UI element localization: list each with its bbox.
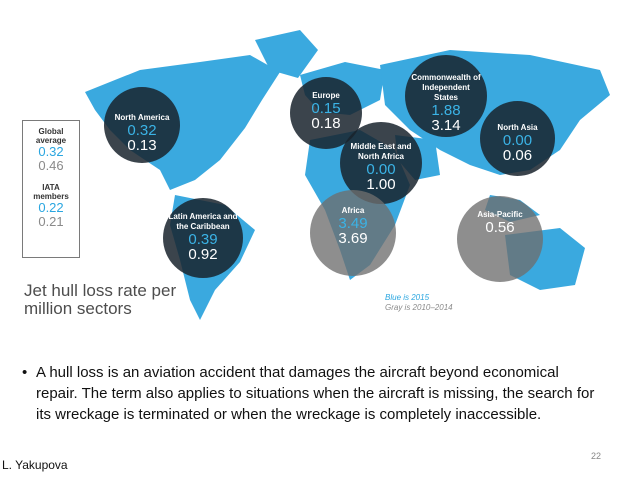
region-name: Latin America and the Caribbean bbox=[168, 212, 238, 231]
region-name: North America bbox=[114, 113, 170, 122]
region-value-2015: 0.39 bbox=[188, 231, 218, 248]
region-name: Middle East and North Africa bbox=[350, 142, 412, 161]
global-average-label: Global average bbox=[35, 127, 67, 145]
region-latin-america: Latin America and the Caribbean 0.39 0.9… bbox=[163, 198, 243, 278]
iata-members-label: IATA members bbox=[33, 183, 69, 201]
region-north-america: North America 0.32 0.13 bbox=[104, 87, 180, 163]
region-value-2010-2014: 0.18 bbox=[311, 115, 341, 132]
region-asia-pacific: Asia-Pacific 0.56 bbox=[457, 196, 543, 282]
iata-members-2015: 0.22 bbox=[38, 200, 64, 215]
bullet-point: • A hull loss is an aviation accident th… bbox=[22, 362, 596, 425]
region-value-2015: 0.00 bbox=[502, 132, 533, 149]
region-value-2010-2014: 0.06 bbox=[502, 147, 533, 164]
region-name: North Asia bbox=[497, 123, 538, 132]
iata-members-2010-2014: 0.21 bbox=[38, 214, 64, 229]
map-caption: Jet hull loss rate per million sectors bbox=[24, 281, 177, 318]
region-name: Commonwealth of Independent States bbox=[411, 73, 481, 102]
region-africa: Africa 3.49 3.69 bbox=[310, 190, 396, 276]
region-value-2010-2014: 0.13 bbox=[127, 137, 157, 154]
region-value-2015: 0.00 bbox=[366, 161, 396, 178]
author-label: L. Yakupova bbox=[2, 458, 68, 472]
region-name: Africa bbox=[341, 206, 365, 215]
color-note-blue: Blue is 2015 bbox=[385, 293, 430, 302]
bullet-text: A hull loss is an aviation accident that… bbox=[36, 364, 595, 423]
region-name: Europe bbox=[312, 91, 340, 100]
region-value-2010-2014: 3.14 bbox=[431, 117, 461, 134]
slide-number: 22 bbox=[591, 451, 602, 461]
region-name: Asia-Pacific bbox=[477, 210, 523, 219]
region-value-2010-2014: 0.92 bbox=[188, 246, 218, 263]
region-value-2015: 3.49 bbox=[338, 215, 368, 232]
global-average-2015: 0.32 bbox=[38, 144, 64, 159]
region-value-2015: 0.32 bbox=[127, 122, 157, 139]
region-value-2015: 1.88 bbox=[431, 102, 461, 119]
color-note-gray: Gray is 2010–2014 bbox=[385, 303, 453, 312]
global-average-legend: Global average 0.32 0.46 IATA members 0.… bbox=[22, 120, 80, 258]
bullet-dot: • bbox=[22, 364, 28, 381]
region-value-2010-2014: 0.56 bbox=[485, 219, 515, 236]
region-north-asia: North Asia 0.00 0.06 bbox=[480, 101, 555, 176]
region-value-2015: 0.15 bbox=[311, 100, 341, 117]
region-value-2010-2014: 3.69 bbox=[338, 230, 368, 247]
global-average-2010-2014: 0.46 bbox=[38, 158, 64, 173]
color-note: Blue is 2015 Gray is 2010–2014 bbox=[385, 293, 453, 313]
region-cis: Commonwealth of Independent States 1.88 … bbox=[405, 55, 487, 137]
region-value-2010-2014: 1.00 bbox=[366, 176, 396, 193]
